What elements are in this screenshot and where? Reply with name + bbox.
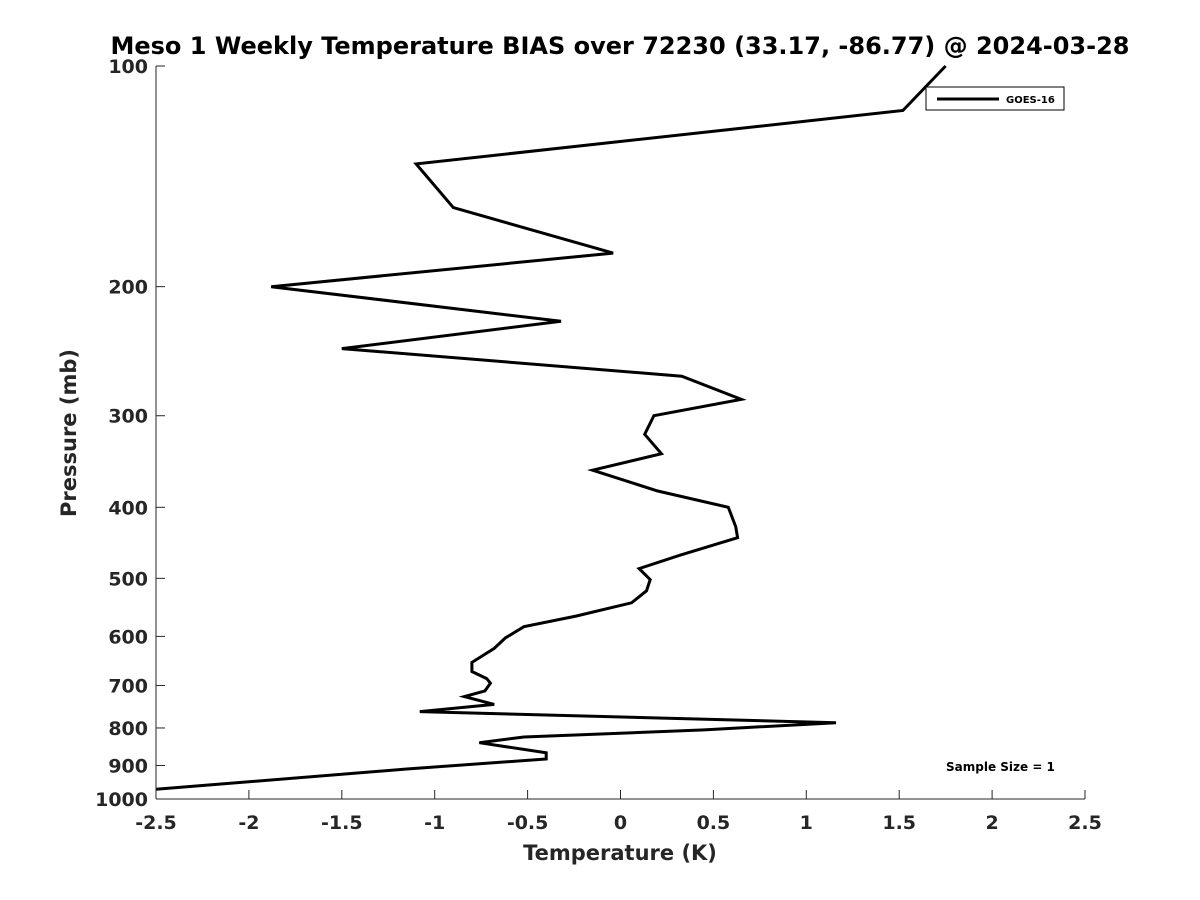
y-tick-label: 700 bbox=[108, 675, 148, 697]
x-tick-label: -0.5 bbox=[507, 812, 549, 834]
y-tick-label: 800 bbox=[108, 718, 148, 740]
x-axis-label: Temperature (K) bbox=[523, 841, 717, 865]
x-tick-label: 0.5 bbox=[697, 812, 731, 834]
x-tick-label: -1 bbox=[424, 812, 445, 834]
legend: GOES-16 bbox=[925, 86, 1065, 111]
y-tick-label: 200 bbox=[108, 277, 148, 299]
series-layer bbox=[155, 64, 947, 791]
x-tick-label: 1 bbox=[800, 812, 813, 834]
x-axis-ticks: -2.5 -2 -1.5 -1 -0.5 0 0.5 1 1.5 2 2.5 bbox=[135, 790, 1102, 834]
plot-area: -2.5 -2 -1.5 -1 -0.5 0 0.5 1 1.5 2 2.5 100 200 300 40… bbox=[95, 56, 1102, 834]
x-tick-label: -2.5 bbox=[135, 812, 177, 834]
y-tick-label: 300 bbox=[108, 406, 148, 428]
x-tick-label: 2 bbox=[985, 812, 998, 834]
y-axis-ticks: 100 200 300 400 500 600 700 800 900 1000 bbox=[95, 56, 165, 811]
series-line-goes-16 bbox=[155, 64, 947, 791]
x-tick-label: 1.5 bbox=[882, 812, 916, 834]
y-tick-label: 600 bbox=[108, 626, 148, 648]
sample-size-annotation: Sample Size = 1 bbox=[946, 760, 1055, 774]
x-tick-label: -2 bbox=[238, 812, 259, 834]
chart-title: Meso 1 Weekly Temperature BIAS over 7223… bbox=[110, 32, 1129, 60]
y-axis-label: Pressure (mb) bbox=[57, 349, 81, 517]
x-tick-label: 2.5 bbox=[1068, 812, 1102, 834]
y-tick-label: 400 bbox=[108, 497, 148, 519]
y-tick-label: 900 bbox=[108, 755, 148, 777]
x-tick-label: 0 bbox=[614, 812, 627, 834]
y-tick-label: 500 bbox=[108, 568, 148, 590]
legend-label-goes-16: GOES-16 bbox=[1006, 95, 1055, 106]
x-tick-label: -1.5 bbox=[321, 812, 363, 834]
y-tick-label: 100 bbox=[108, 56, 148, 78]
y-tick-label: 1000 bbox=[95, 789, 148, 811]
